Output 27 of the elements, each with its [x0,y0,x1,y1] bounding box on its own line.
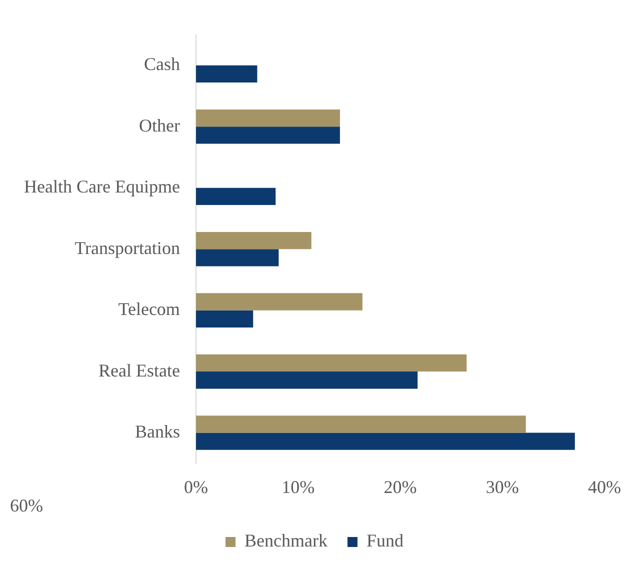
y-tick-label: Cash [144,54,180,74]
y-tick-label: Real Estate [98,360,180,380]
bar [196,249,279,266]
bar [196,432,575,450]
bar [196,293,362,310]
bar [196,354,467,372]
legend-label: Benchmark [244,530,328,551]
y-tick-label: Banks [134,422,180,442]
bar [196,372,418,389]
x-tick-label: 10% [282,476,315,497]
y-tick-label: Health Care Equipme [24,176,180,197]
legend-label: Fund [366,530,404,551]
bar [196,188,276,206]
y-tick-label: Transportation [74,238,180,258]
bar [196,310,254,328]
bar [196,110,340,127]
bar [196,232,312,250]
x-tick-label: 40% [588,476,622,497]
bar [196,65,258,83]
y-tick-label: Telecom [118,299,180,320]
x-tick-label: 30% [486,476,519,497]
bar [196,416,526,433]
y-tick-label: Other [138,115,180,136]
x-tick-label: 20% [384,476,417,497]
x-tick-label: 0% [184,476,208,497]
text: 60% [10,496,43,516]
bar [196,126,340,144]
